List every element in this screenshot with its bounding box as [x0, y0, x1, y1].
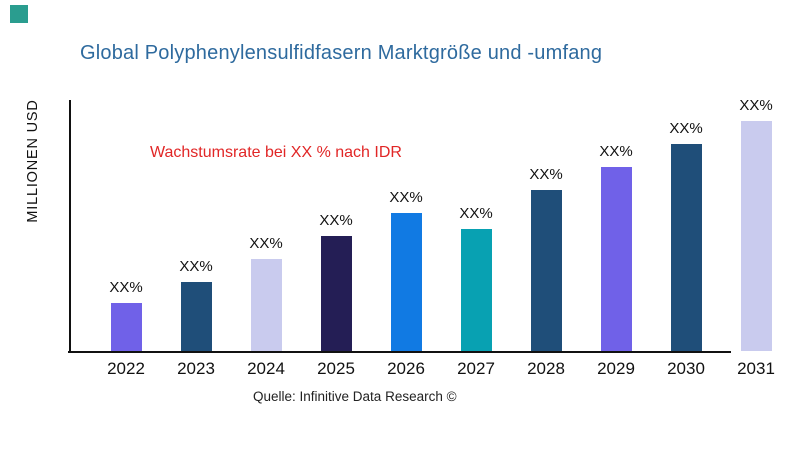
bar-value-label-2025: XX% — [319, 212, 353, 229]
bar-2029 — [600, 167, 632, 351]
y-axis-label: MILLIONEN USD — [25, 99, 41, 223]
growth-rate-annotation: Wachstumsrate bei XX % nach IDR — [150, 144, 402, 161]
x-tick-label-2022: 2022 — [107, 359, 145, 378]
bar-2024 — [250, 259, 282, 351]
bar-value-label-2022: XX% — [109, 279, 143, 296]
x-tick-label-2029: 2029 — [597, 359, 635, 378]
source-caption: Quelle: Infinitive Data Research © — [253, 389, 457, 404]
x-tick-label-2024: 2024 — [247, 359, 285, 378]
brand-logo — [10, 5, 28, 23]
bar-value-label-2029: XX% — [599, 143, 633, 160]
chart-title: Global Polyphenylensulfidfasern Marktgrö… — [80, 42, 603, 64]
bar-2027 — [460, 229, 492, 351]
bar-value-label-2030: XX% — [669, 120, 703, 137]
bar-2023 — [180, 282, 212, 351]
y-axis-line — [69, 100, 71, 353]
x-tick-label-2031: 2031 — [737, 359, 775, 378]
bar-2031 — [740, 121, 772, 351]
x-tick-label-2026: 2026 — [387, 359, 425, 378]
x-tick-label-2025: 2025 — [317, 359, 355, 378]
bar-value-label-2028: XX% — [529, 166, 563, 183]
bar-2028 — [530, 190, 562, 351]
x-tick-label-2030: 2030 — [667, 359, 705, 378]
bar-2030 — [670, 144, 702, 351]
bar-value-label-2024: XX% — [249, 235, 283, 252]
x-axis-line — [68, 351, 731, 353]
x-tick-label-2027: 2027 — [457, 359, 495, 378]
bar-value-label-2027: XX% — [459, 205, 493, 222]
x-tick-label-2028: 2028 — [527, 359, 565, 378]
bar-2022 — [110, 303, 142, 351]
bar-value-label-2026: XX% — [389, 189, 423, 206]
bar-value-label-2023: XX% — [179, 258, 213, 275]
bar-2026 — [390, 213, 422, 351]
x-tick-label-2023: 2023 — [177, 359, 215, 378]
bar-2025 — [320, 236, 352, 351]
bar-value-label-2031: XX% — [739, 97, 773, 114]
